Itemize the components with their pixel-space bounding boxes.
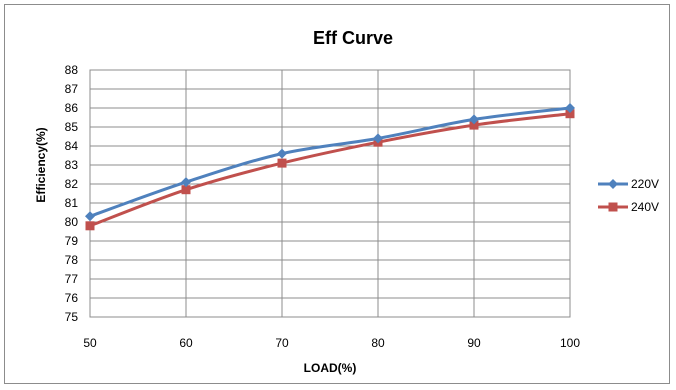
y-tick-label: 84 [65,139,79,153]
data-point-240v [277,158,287,168]
data-point-220v [565,103,575,113]
y-tick-label: 81 [65,196,79,210]
y-tick-label: 82 [65,177,79,191]
data-point-220v [85,211,95,222]
x-tick-label: 50 [83,336,97,350]
series-group [85,103,575,231]
gridlines [89,69,571,318]
data-point-220v [469,114,479,125]
x-tick-label: 70 [275,336,289,350]
y-tick-label: 79 [65,234,79,248]
y-tick-label: 77 [65,272,79,286]
legend-label-220v: 220V [631,177,659,191]
series-line-240v [89,112,571,228]
x-axis-ticks: 50 60 70 80 90 100 [83,336,580,350]
legend-label-240v: 240V [631,200,659,214]
y-tick-label: 88 [65,63,79,77]
x-axis-title: LOAD(%) [304,361,357,375]
y-tick-label: 76 [65,291,79,305]
x-tick-label: 80 [371,336,385,350]
data-point-240v [181,185,191,195]
data-point-220v [277,148,287,159]
y-tick-label: 86 [65,101,79,115]
plot-area-border [89,69,571,318]
data-point-240v [469,120,479,130]
data-point-220v [373,133,383,144]
series-line-220v [89,106,571,218]
y-tick-label: 87 [65,82,79,96]
legend-marker-220v [608,179,618,189]
x-tick-label: 100 [560,336,580,350]
y-tick-label: 80 [65,215,79,229]
legend-marker-240v [608,202,618,212]
y-tick-label: 75 [65,310,79,324]
x-tick-label: 60 [179,336,193,350]
y-tick-label: 78 [65,253,79,267]
series-220v [85,103,575,222]
chart-title: Eff Curve [313,28,393,48]
data-point-240v [565,109,575,119]
x-tick-label: 90 [467,336,481,350]
y-axis-ticks: 75 76 77 78 79 80 81 82 83 84 85 86 87 88 [65,63,79,324]
chart-frame [4,4,670,384]
y-axis-title: Efficiency(%) [34,127,48,202]
data-point-220v [181,177,191,188]
y-tick-label: 85 [65,120,79,134]
data-point-240v [85,221,95,231]
legend: 220V 240V [598,177,659,214]
y-tick-label: 83 [65,158,79,172]
